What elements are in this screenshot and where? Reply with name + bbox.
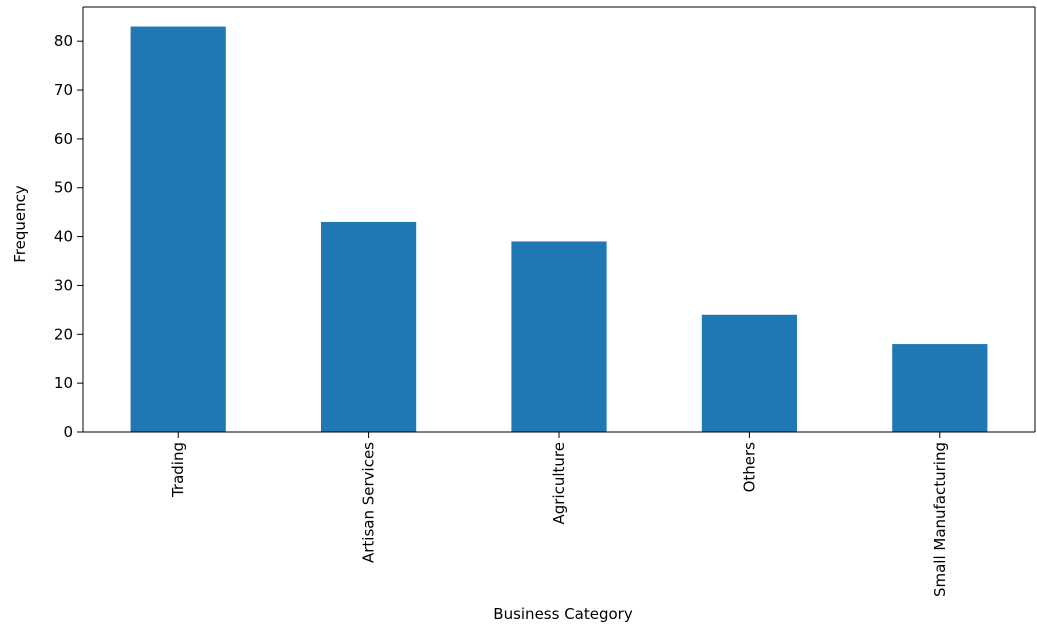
x-tick-label: Trading	[169, 442, 187, 498]
bar	[321, 221, 417, 432]
y-axis-ticks: 0 10 20 30 40 50 60 70 80	[54, 32, 83, 441]
y-tick-label: 0	[63, 423, 73, 441]
x-tick-label: Artisan Services	[360, 442, 378, 563]
y-tick-label: 60	[54, 130, 73, 148]
y-tick-label: 30	[54, 276, 73, 294]
x-axis-title: Business Category	[493, 605, 633, 623]
bar	[511, 241, 607, 432]
x-tick-label: Small Manufacturing	[931, 442, 949, 597]
y-tick-label: 50	[54, 179, 73, 197]
y-tick-label: 80	[54, 32, 73, 50]
y-tick-label: 20	[54, 325, 73, 343]
bar	[701, 314, 797, 432]
bar	[892, 344, 988, 432]
bar	[130, 26, 226, 433]
y-tick-label: 70	[54, 81, 73, 99]
bars-group	[130, 26, 988, 433]
x-tick-label: Agriculture	[550, 442, 568, 525]
y-tick-label: 10	[54, 374, 73, 392]
x-axis-ticks: Trading Artisan Services Agriculture Others…	[169, 432, 949, 597]
y-axis-title: Frequency	[11, 185, 29, 263]
y-tick-label: 40	[54, 228, 73, 246]
x-tick-label: Others	[740, 442, 758, 493]
